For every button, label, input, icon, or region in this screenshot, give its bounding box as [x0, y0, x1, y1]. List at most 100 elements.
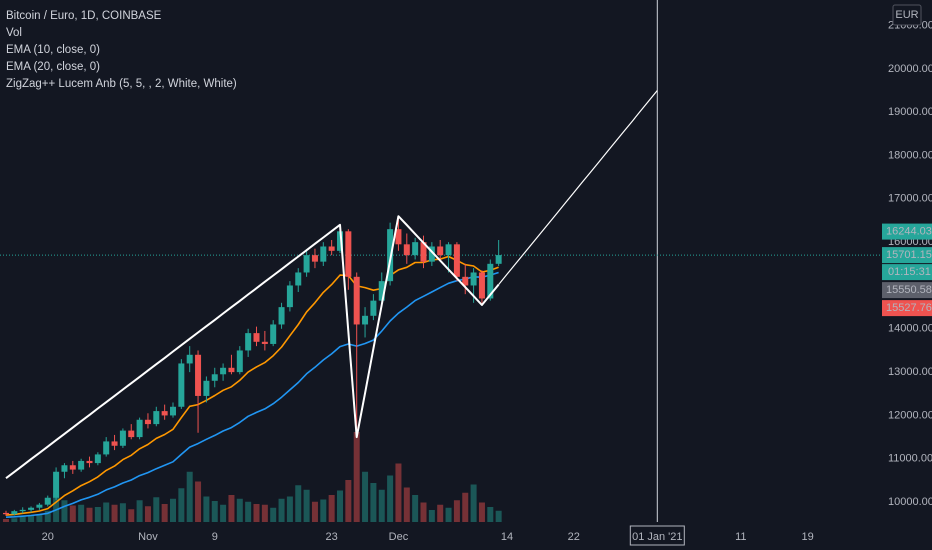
legend-entry: Vol — [6, 27, 22, 39]
time-label-box — [629, 525, 685, 546]
volume-bar — [111, 504, 118, 522]
line — [5, 255, 499, 516]
volume-bar — [203, 496, 210, 522]
volume-bar — [44, 510, 51, 522]
volume-bar — [395, 463, 402, 522]
candle-body — [11, 511, 18, 515]
price-label-box — [882, 247, 932, 264]
volume-bar — [320, 499, 327, 522]
volume-bar — [28, 515, 35, 522]
volume-bar — [303, 489, 310, 522]
currency-box — [892, 4, 922, 26]
y-tick-label: 13000.00 — [888, 366, 932, 378]
volume-bar — [78, 504, 85, 522]
candle-body — [61, 465, 68, 472]
candle-body — [3, 512, 9, 515]
volume-bar — [170, 498, 176, 522]
price-label: 15550.58 — [886, 284, 932, 296]
volume-bar — [178, 488, 185, 522]
candle-body — [453, 244, 460, 277]
candle-body — [278, 307, 285, 325]
candle-body — [153, 411, 160, 425]
volume-bar — [245, 501, 252, 522]
candle-body — [470, 272, 477, 286]
volume-bar — [270, 507, 277, 522]
candle-body — [28, 507, 35, 510]
y-tick-label: 17000.00 — [888, 193, 932, 205]
candle-body — [353, 276, 360, 325]
candle-body — [36, 504, 43, 508]
volume-bar — [144, 506, 151, 522]
volume-bar — [295, 485, 302, 522]
candle-body — [195, 354, 202, 396]
countdown: 01:15:31 — [888, 266, 931, 278]
volume-bar — [428, 510, 435, 522]
price-label-box — [882, 223, 932, 240]
volume-bar — [236, 498, 243, 522]
x-tick-label: Nov — [138, 531, 158, 543]
countdown-box — [882, 264, 932, 281]
y-tick-label: 18000.00 — [888, 149, 932, 161]
y-tick-label: 20000.00 — [888, 63, 932, 75]
price-label: 15527.76 — [886, 302, 932, 314]
volume-bar — [478, 502, 485, 522]
volume-bar — [94, 507, 101, 522]
volume-bar — [403, 487, 410, 522]
volume-bar — [387, 475, 394, 522]
x-tick-label: 14 — [501, 531, 513, 543]
x-tick-label: 20 — [42, 531, 54, 543]
volume-bar — [286, 496, 293, 522]
y-tick-label: 14000.00 — [888, 323, 932, 335]
candle-body — [111, 441, 118, 446]
candle-body — [270, 324, 277, 344]
volume-bar — [128, 509, 135, 522]
line — [498, 90, 658, 285]
candle-body — [170, 406, 176, 416]
volume-bar — [470, 484, 477, 522]
candle-body — [328, 246, 335, 251]
volume-bar — [311, 501, 318, 522]
volume-bar — [378, 489, 385, 522]
chart-title: Bitcoin / Euro, 1D, COINBASE — [6, 10, 162, 22]
volume-bar — [36, 514, 43, 522]
x-tick-label: 23 — [326, 531, 338, 543]
y-tick-label: 11000.00 — [888, 453, 932, 465]
candle-body — [236, 350, 243, 373]
candle-body — [19, 509, 26, 512]
x-tick-label: 19 — [801, 531, 813, 543]
volume-bar — [337, 490, 343, 522]
volume-bar — [136, 500, 143, 522]
candle-body — [128, 430, 135, 438]
volume-bar — [495, 510, 502, 522]
candle-body — [403, 244, 410, 256]
candle-body — [445, 244, 452, 256]
y-tick-label: 12000.00 — [888, 409, 932, 421]
x-tick-label: 11 — [735, 531, 746, 543]
price-label-box — [882, 282, 932, 299]
candle-body — [487, 263, 494, 299]
candle-body — [186, 354, 193, 364]
candle-body — [53, 471, 60, 498]
candle-body — [286, 285, 293, 308]
candle-body — [220, 367, 227, 375]
volume-bar — [228, 495, 235, 522]
candle-body — [345, 231, 352, 277]
candle-body — [370, 300, 377, 316]
volume-bar — [412, 495, 419, 522]
volume-bar — [370, 483, 377, 522]
volume-bar — [420, 502, 427, 522]
volume-bar — [445, 507, 452, 522]
x-tick-label: 9 — [212, 531, 218, 543]
volume-bar — [11, 518, 18, 522]
volume-bar — [69, 505, 76, 522]
candle-body — [211, 374, 218, 381]
candle-body — [86, 460, 93, 464]
volume-bar — [53, 493, 60, 522]
legend-entry: EMA (10, close, 0) — [6, 44, 100, 56]
candle-body — [228, 367, 235, 373]
candle-body — [245, 333, 252, 351]
candle-body — [161, 411, 168, 416]
price-label-box — [882, 300, 932, 317]
candle-body — [462, 276, 469, 286]
volume-bar — [19, 516, 26, 522]
